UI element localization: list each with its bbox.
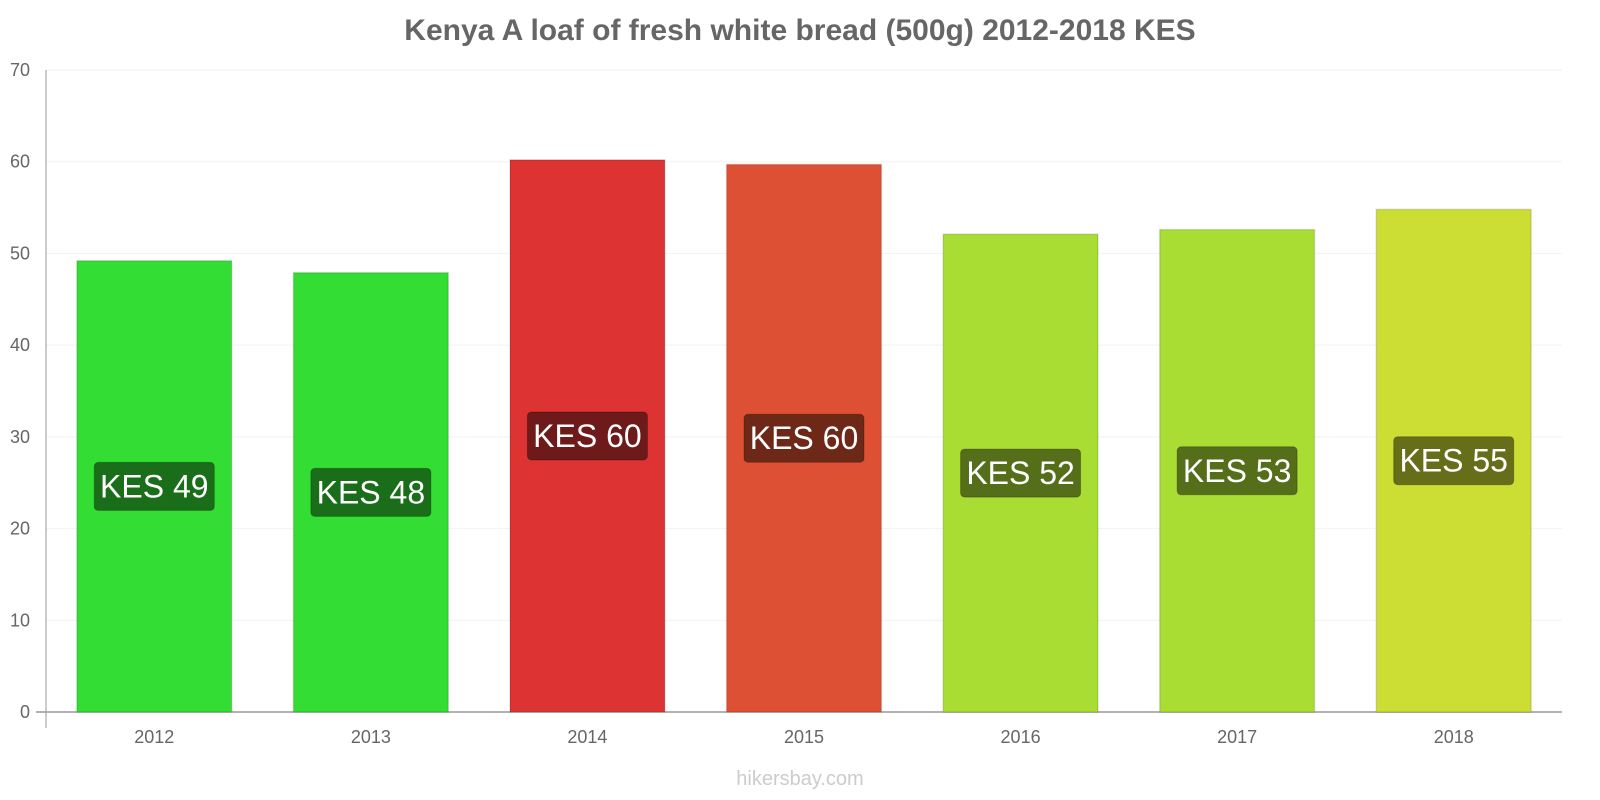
data-label-box: [743, 413, 865, 463]
y-tick-label: 30: [10, 427, 30, 447]
data-label-box: [526, 411, 648, 461]
y-tick-label: 0: [20, 702, 30, 722]
chart-title: Kenya A loaf of fresh white bread (500g)…: [404, 14, 1196, 47]
y-tick-label: 60: [10, 152, 30, 172]
data-label-box: [1393, 436, 1515, 486]
data-label-box: [310, 467, 432, 517]
y-tick-label: 40: [10, 335, 30, 355]
data-label: KES 53: [1183, 453, 1292, 489]
x-tick-label: 2016: [1001, 727, 1041, 747]
data-label: KES 52: [966, 455, 1075, 491]
y-tick-label: 20: [10, 519, 30, 539]
x-tick-label: 2014: [567, 727, 607, 747]
tick-labels: 0 10 20 30 40 50 60 70 2012 2013 2014 2015 2016 2017 2…: [10, 60, 1474, 747]
data-label: KES 48: [317, 474, 426, 510]
data-label-box: [1176, 446, 1298, 496]
watermark: hikersbay.com: [736, 768, 864, 790]
x-tick-label: 2017: [1217, 727, 1257, 747]
y-tick-label: 50: [10, 243, 30, 263]
data-label: KES 55: [1399, 443, 1508, 479]
data-label: KES 49: [100, 468, 209, 504]
data-labels: KES 49 KES 48 KES 60 KES 60 KES 52 KES 53 KES …: [93, 411, 1515, 517]
x-tick-label: 2012: [134, 727, 174, 747]
data-label-box: [93, 461, 215, 511]
x-tick-label: 2013: [351, 727, 391, 747]
data-label-box: [960, 448, 1082, 498]
data-label: KES 60: [533, 418, 642, 454]
y-tick-label: 10: [10, 610, 30, 630]
x-tick-label: 2015: [784, 727, 824, 747]
y-tick-label: 70: [10, 60, 30, 80]
x-tick-label: 2018: [1434, 727, 1474, 747]
data-label: KES 60: [750, 420, 859, 456]
